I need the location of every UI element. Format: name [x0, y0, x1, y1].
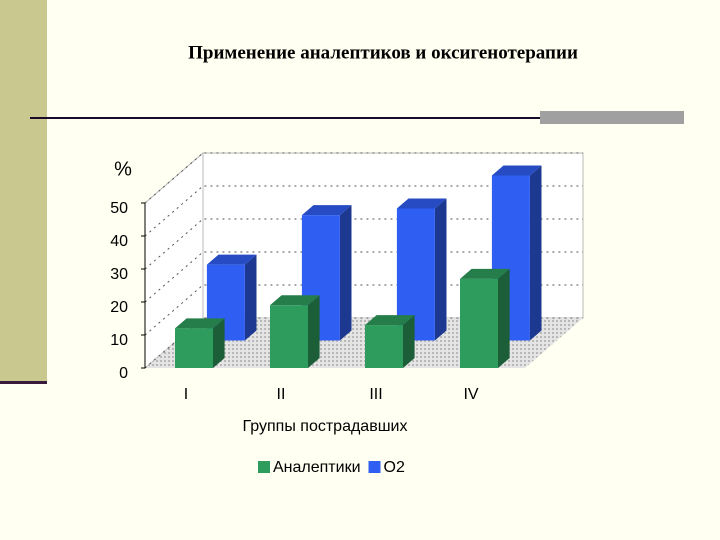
bar-top — [206, 254, 257, 265]
x-tick-label: I — [184, 386, 188, 403]
chart-title: Применение аналептиков и оксигенотерапии — [188, 42, 578, 63]
bar-front — [175, 328, 213, 368]
y-axis-title: % — [114, 158, 132, 180]
y-tick-label: 50 — [110, 200, 128, 217]
y-tick-label: 0 — [119, 365, 128, 382]
bar-front — [460, 278, 498, 368]
x-tick-label: II — [277, 386, 286, 403]
y-tick-label: 20 — [110, 299, 128, 316]
bar-front — [396, 208, 435, 341]
grid-line — [144, 251, 583, 303]
bar — [460, 268, 510, 368]
bar-side — [308, 295, 320, 368]
bar-top — [396, 198, 447, 209]
bar-top — [301, 205, 352, 216]
x-tick-label: IV — [463, 386, 478, 403]
bar-side — [498, 268, 510, 368]
grid-line — [144, 185, 583, 237]
bar — [175, 318, 225, 368]
y-tick-label: 10 — [110, 332, 128, 349]
bar-top — [270, 295, 320, 306]
grid-line — [144, 152, 583, 204]
bar — [270, 295, 320, 368]
bar-side — [244, 254, 257, 341]
legend-swatch — [258, 461, 270, 473]
y-tick-label: 40 — [110, 233, 128, 250]
bar — [365, 315, 415, 368]
bar-front — [270, 305, 308, 368]
bar — [396, 198, 447, 341]
bar-front — [365, 325, 403, 368]
x-tick-label: III — [369, 386, 382, 403]
side-strip-edge — [0, 381, 47, 384]
y-tick-label: 30 — [110, 266, 128, 283]
x-axis-title: Группы пострадавших — [243, 418, 408, 435]
grid-line — [144, 284, 583, 336]
grid-line — [144, 218, 583, 270]
bar-top — [365, 315, 415, 326]
title-rule-accent — [540, 111, 684, 124]
bar-side — [339, 205, 352, 341]
bar-side — [529, 165, 542, 341]
bar-top — [460, 268, 510, 279]
legend-label: Аналептики — [273, 459, 361, 476]
legend-label: O2 — [384, 459, 405, 476]
bar-top — [491, 165, 542, 176]
grid-line — [144, 317, 583, 369]
bar-side — [213, 318, 225, 368]
side-strip — [0, 0, 47, 383]
bar-top — [175, 318, 225, 329]
bar-side — [403, 315, 415, 368]
bar-side — [434, 198, 447, 341]
legend-swatch — [368, 461, 381, 473]
